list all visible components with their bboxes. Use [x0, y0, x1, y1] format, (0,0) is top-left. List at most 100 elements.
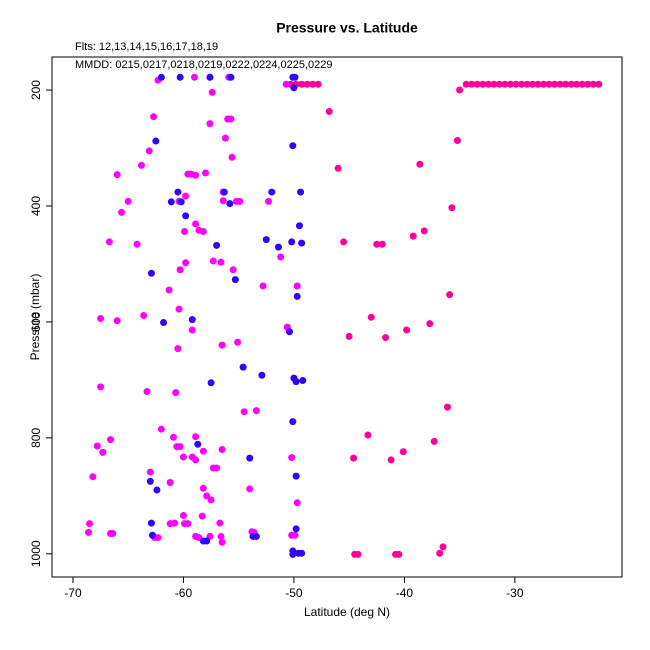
- point: [268, 188, 276, 196]
- point: [430, 437, 438, 445]
- point: [147, 519, 155, 527]
- point: [182, 212, 190, 220]
- y-axis-label: Pressure (mbar): [28, 274, 42, 361]
- point: [174, 188, 182, 196]
- point: [182, 259, 190, 267]
- point: [292, 525, 300, 533]
- point: [220, 188, 228, 196]
- point: [97, 383, 105, 391]
- point: [567, 80, 575, 88]
- point: [403, 326, 411, 334]
- point: [303, 80, 311, 88]
- point: [490, 80, 498, 88]
- point: [207, 496, 215, 504]
- point: [208, 88, 216, 96]
- point: [545, 80, 553, 88]
- plot-frame: [51, 56, 623, 578]
- point: [262, 236, 270, 244]
- point: [240, 408, 248, 416]
- chart-title: Pressure vs. Latitude: [276, 20, 418, 36]
- point: [289, 550, 297, 558]
- point: [175, 305, 183, 313]
- y-tick-label: 600: [29, 312, 43, 332]
- point: [184, 520, 192, 528]
- point: [290, 84, 298, 92]
- point: [529, 80, 537, 88]
- point: [234, 338, 242, 346]
- point: [137, 161, 145, 169]
- point: [293, 282, 301, 290]
- point: [291, 531, 299, 539]
- point: [165, 286, 173, 294]
- point: [277, 253, 285, 261]
- point: [453, 136, 461, 144]
- x-tick-label: -50: [285, 586, 303, 600]
- point: [221, 134, 229, 142]
- point: [207, 379, 215, 387]
- point: [299, 376, 307, 384]
- point: [226, 200, 234, 208]
- y-tick-label: 200: [29, 80, 43, 100]
- point: [206, 73, 214, 81]
- point: [420, 227, 428, 235]
- point: [218, 445, 226, 453]
- point: [93, 442, 101, 450]
- point: [105, 238, 113, 246]
- point: [252, 407, 260, 415]
- point: [387, 456, 395, 464]
- point: [199, 227, 207, 235]
- point: [176, 73, 184, 81]
- point: [378, 240, 386, 248]
- point: [416, 160, 424, 168]
- point: [194, 440, 202, 448]
- point: [171, 519, 179, 527]
- point: [149, 531, 157, 539]
- x-tick-label: -60: [175, 586, 193, 600]
- point: [216, 519, 224, 527]
- point: [124, 197, 132, 205]
- point: [297, 188, 305, 196]
- point: [146, 468, 154, 476]
- point: [150, 113, 158, 121]
- point: [192, 456, 200, 464]
- point: [426, 320, 434, 328]
- point: [99, 448, 107, 456]
- point: [217, 258, 225, 266]
- point: [409, 232, 417, 240]
- x-axis-label: Latitude (deg N): [304, 605, 390, 619]
- point: [462, 80, 470, 88]
- x-tick-label: -30: [506, 586, 524, 600]
- point: [113, 171, 121, 179]
- point: [217, 532, 225, 540]
- point: [206, 120, 214, 128]
- point: [512, 80, 520, 88]
- point: [340, 238, 348, 246]
- point: [174, 345, 182, 353]
- point: [259, 282, 267, 290]
- point: [202, 169, 210, 177]
- point: [473, 80, 481, 88]
- point: [309, 80, 317, 88]
- point: [152, 137, 160, 145]
- point: [203, 537, 211, 545]
- point: [153, 486, 161, 494]
- point: [484, 80, 492, 88]
- point: [209, 257, 217, 265]
- point: [456, 86, 464, 94]
- point: [172, 389, 180, 397]
- point: [113, 317, 121, 325]
- point: [584, 80, 592, 88]
- point: [282, 80, 290, 88]
- point: [84, 528, 92, 536]
- point: [218, 538, 226, 546]
- point: [146, 477, 154, 485]
- y-tick-label: 400: [29, 196, 43, 216]
- point: [227, 115, 235, 123]
- point: [298, 80, 306, 88]
- point: [239, 363, 247, 371]
- point: [295, 222, 303, 230]
- point: [540, 80, 548, 88]
- point: [373, 240, 381, 248]
- point: [289, 418, 297, 426]
- point: [191, 73, 198, 81]
